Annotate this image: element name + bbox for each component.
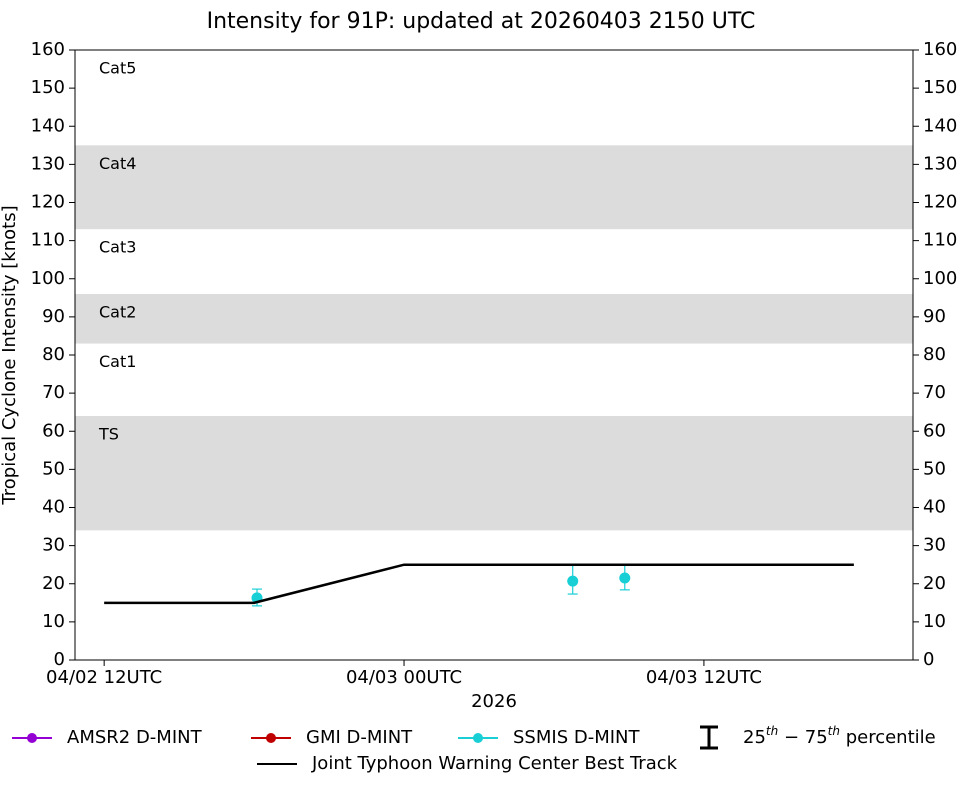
legend-marker bbox=[27, 733, 37, 743]
legend-text-part: − 75 bbox=[778, 727, 827, 748]
y-tick-label: 90 bbox=[42, 306, 65, 327]
legend-marker bbox=[266, 733, 276, 743]
band-label: Cat3 bbox=[99, 238, 136, 257]
intensity-band bbox=[75, 416, 913, 531]
y2-tick-label: 40 bbox=[923, 497, 946, 518]
y2-tick-label: 90 bbox=[923, 306, 946, 327]
y-tick-label: 140 bbox=[31, 115, 65, 136]
y2-tick-label: 120 bbox=[923, 192, 957, 213]
y2-tick-label: 100 bbox=[923, 268, 957, 289]
x-tick-label: 04/03 12UTC bbox=[646, 667, 762, 688]
y2-tick-label: 20 bbox=[923, 573, 946, 594]
band-label: Cat1 bbox=[99, 352, 136, 371]
intensity-band bbox=[75, 294, 913, 344]
legend-label: GMI D-MINT bbox=[306, 727, 413, 748]
chart-title: Intensity for 91P: updated at 20260403 2… bbox=[207, 9, 756, 34]
y-tick-label: 30 bbox=[42, 535, 65, 556]
band-label: Cat2 bbox=[99, 303, 136, 322]
data-point bbox=[619, 572, 631, 584]
legend-text-part: percentile bbox=[840, 727, 936, 748]
y-tick-label: 130 bbox=[31, 153, 65, 174]
y2-tick-label: 50 bbox=[923, 458, 946, 479]
legend-label: AMSR2 D-MINT bbox=[67, 727, 203, 748]
legend-text-part: th bbox=[828, 724, 840, 738]
y2-tick-label: 80 bbox=[923, 344, 946, 365]
y-tick-label: 70 bbox=[42, 382, 65, 403]
y-tick-label: 150 bbox=[31, 77, 65, 98]
legend-text-part: th bbox=[766, 724, 778, 738]
best-track-line bbox=[104, 563, 854, 605]
y-tick-label: 20 bbox=[42, 573, 65, 594]
y-tick-label: 0 bbox=[54, 649, 65, 670]
y-tick-label: 50 bbox=[42, 458, 65, 479]
x-tick-label: 04/03 00UTC bbox=[346, 667, 462, 688]
y-axis-label: Tropical Cyclone Intensity [knots] bbox=[0, 205, 20, 505]
y-tick-label: 100 bbox=[31, 268, 65, 289]
y2-tick-label: 160 bbox=[923, 39, 957, 60]
y-tick-label: 60 bbox=[42, 420, 65, 441]
y2-tick-label: 0 bbox=[923, 649, 934, 670]
band-label: Cat4 bbox=[99, 154, 136, 173]
y2-tick-label: 70 bbox=[923, 382, 946, 403]
legend-label: 25th − 75th percentile bbox=[743, 724, 936, 749]
y2-tick-label: 60 bbox=[923, 420, 946, 441]
intensity-band bbox=[75, 145, 913, 230]
x-axis-label: 2026 bbox=[471, 691, 517, 712]
plot-frame bbox=[74, 49, 914, 661]
legend-percentile-icon bbox=[700, 725, 718, 750]
y2-tick-label: 150 bbox=[923, 77, 957, 98]
band-label: Cat5 bbox=[99, 59, 136, 78]
y-tick-label: 80 bbox=[42, 344, 65, 365]
y2-tick-label: 30 bbox=[923, 535, 946, 556]
band-label: TS bbox=[98, 425, 119, 444]
data-point bbox=[567, 575, 579, 587]
y-tick-label: 10 bbox=[42, 611, 65, 632]
legend-label: Joint Typhoon Warning Center Best Track bbox=[311, 753, 678, 774]
legend-marker bbox=[473, 733, 483, 743]
legend-text-part: 25 bbox=[743, 727, 766, 748]
x-tick-label: 04/02 12UTC bbox=[46, 667, 162, 688]
y-tick-label: 40 bbox=[42, 497, 65, 518]
y2-tick-label: 140 bbox=[923, 115, 957, 136]
y-tick-label: 120 bbox=[31, 192, 65, 213]
y-tick-label: 110 bbox=[31, 230, 65, 251]
legend-label: SSMIS D-MINT bbox=[513, 727, 640, 748]
y2-tick-label: 10 bbox=[923, 611, 946, 632]
y2-tick-label: 110 bbox=[923, 230, 957, 251]
y-tick-label: 160 bbox=[31, 39, 65, 60]
y2-tick-label: 130 bbox=[923, 153, 957, 174]
